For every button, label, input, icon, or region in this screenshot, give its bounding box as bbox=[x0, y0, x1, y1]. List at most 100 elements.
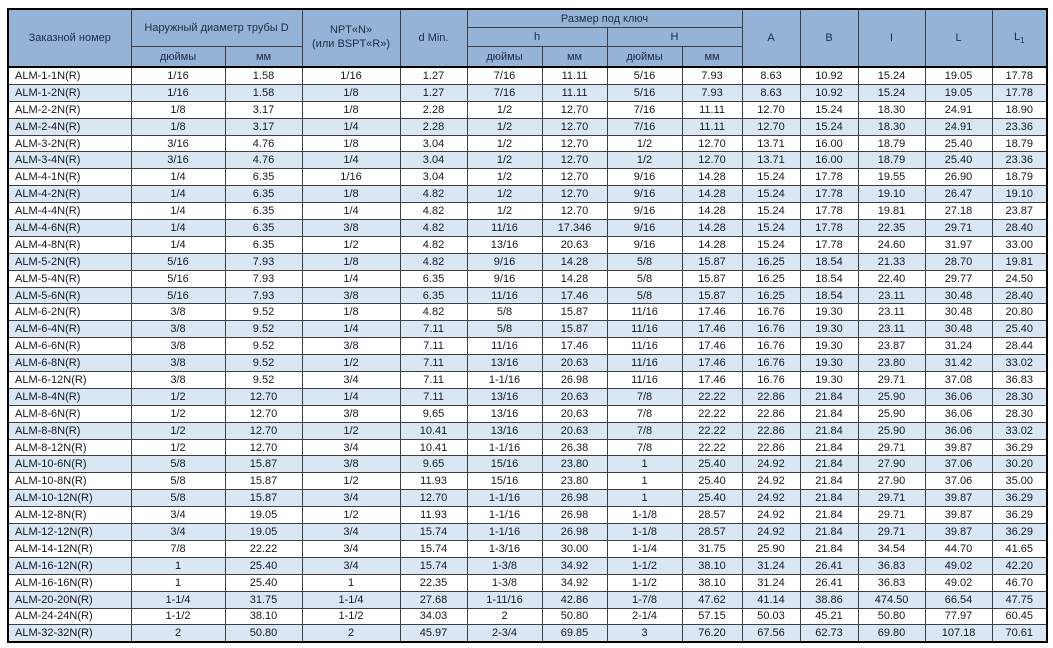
npt-cell: 1 bbox=[301, 573, 401, 592]
i-cell: 474.50 bbox=[857, 590, 926, 609]
col-header-wrench-size: Размер под ключ bbox=[466, 8, 743, 28]
table-body: ALM-1-1N(R) 1/16 1.58 1/16 1.27 7/16 11.11 5/16… bbox=[7, 66, 1048, 643]
H-inches-cell: 1-1/2 bbox=[606, 573, 683, 592]
table-row: ALM-20-20N(R) 1-1/4 31.75 1-1/4 27.68 1-11/16… bbox=[7, 590, 1048, 609]
l1-cell: 41.65 bbox=[991, 539, 1048, 558]
table-row: ALM-32-32N(R) 2 50.80 2 45.97 2-3/4 69.85 3 76.2… bbox=[7, 624, 1048, 643]
h-mm-cell: 26.98 bbox=[541, 371, 608, 389]
d-inches-cell: 1/4 bbox=[130, 202, 226, 221]
a-cell: 31.24 bbox=[741, 573, 801, 592]
l1-cell: 23.87 bbox=[991, 202, 1048, 221]
l-cell: 107.18 bbox=[924, 624, 993, 643]
d-min-cell: 4.82 bbox=[399, 202, 468, 221]
a-cell: 24.92 bbox=[741, 506, 801, 525]
h-mm-cell: 12.70 bbox=[541, 168, 608, 187]
h-mm-cell: 26.38 bbox=[541, 438, 608, 457]
h-inches-cell: 1/2 bbox=[466, 134, 543, 153]
H-mm-cell: 38.10 bbox=[681, 556, 743, 575]
h-inches-cell: 1-3/8 bbox=[466, 556, 543, 575]
d-inches-cell: 3/8 bbox=[130, 320, 226, 339]
d-min-cell: 15.74 bbox=[399, 556, 468, 575]
i-cell: 29.71 bbox=[857, 489, 926, 508]
d-min-cell: 12.70 bbox=[399, 489, 468, 508]
order-number-cell: ALM-10-8N(R) bbox=[7, 472, 132, 491]
d-mm-cell: 3.17 bbox=[224, 100, 303, 119]
d-min-cell: 4.82 bbox=[399, 235, 468, 254]
h-mm-cell: 17.46 bbox=[541, 337, 608, 356]
a-cell: 15.24 bbox=[741, 168, 801, 187]
l-cell: 31.97 bbox=[924, 235, 993, 254]
l1-cell: 28.40 bbox=[991, 286, 1048, 305]
H-inches-cell: 7/8 bbox=[606, 438, 683, 457]
d-min-cell: 7.11 bbox=[399, 320, 468, 339]
h-mm-cell: 69.85 bbox=[541, 624, 608, 643]
d-inches-cell: 1/4 bbox=[130, 235, 226, 254]
h-inches-cell: 11/16 bbox=[466, 337, 543, 356]
i-cell: 15.24 bbox=[857, 66, 926, 85]
d-mm-cell: 4.76 bbox=[224, 151, 303, 170]
H-inches-cell: 1 bbox=[606, 455, 683, 474]
H-inches-cell: 11/16 bbox=[606, 303, 683, 322]
i-cell: 18.79 bbox=[857, 134, 926, 153]
H-mm-cell: 14.28 bbox=[681, 185, 743, 204]
l1-cell: 17.78 bbox=[991, 66, 1048, 85]
h-mm-cell: 42.86 bbox=[541, 590, 608, 609]
d-inches-cell: 1/2 bbox=[130, 404, 226, 423]
i-cell: 24.60 bbox=[857, 235, 926, 254]
h-mm-cell: 20.63 bbox=[541, 421, 608, 440]
l1-cell: 70.61 bbox=[991, 624, 1048, 643]
a-cell: 31.24 bbox=[741, 556, 801, 575]
d-mm-cell: 22.22 bbox=[224, 539, 303, 558]
H-inches-cell: 7/8 bbox=[606, 387, 683, 406]
d-mm-cell: 15.87 bbox=[224, 472, 303, 491]
table-row: ALM-1-1N(R) 1/16 1.58 1/16 1.27 7/16 11.11 5/16… bbox=[7, 66, 1048, 85]
d-inches-cell: 5/8 bbox=[130, 455, 226, 474]
H-mm-cell: 7.93 bbox=[681, 66, 743, 85]
order-number-cell: ALM-6-6N(R) bbox=[7, 337, 132, 356]
h-mm-cell: 11.11 bbox=[541, 83, 608, 102]
col-header-d-inches: дюймы bbox=[130, 46, 226, 68]
H-mm-cell: 17.46 bbox=[681, 354, 743, 373]
d-min-cell: 11.93 bbox=[399, 506, 468, 525]
order-number-cell: ALM-8-6N(R) bbox=[7, 404, 132, 423]
b-cell: 21.84 bbox=[799, 523, 859, 541]
order-number-cell: ALM-1-2N(R) bbox=[7, 83, 132, 102]
d-min-cell: 4.82 bbox=[399, 185, 468, 204]
d-inches-cell: 3/8 bbox=[130, 303, 226, 322]
order-number-cell: ALM-4-1N(R) bbox=[7, 168, 132, 187]
H-mm-cell: 11.11 bbox=[681, 100, 743, 119]
d-inches-cell: 1/4 bbox=[130, 168, 226, 187]
col-header-H-inches: дюймы bbox=[606, 46, 683, 68]
table-row: ALM-3-2N(R) 3/16 4.76 1/8 3.04 1/2 12.70 1/2 12.… bbox=[7, 134, 1048, 153]
col-header-d-min: d Min. bbox=[399, 8, 468, 68]
l1-cell: 36.29 bbox=[991, 523, 1048, 541]
l1-cell: 36.29 bbox=[991, 438, 1048, 457]
order-number-cell: ALM-2-2N(R) bbox=[7, 100, 132, 119]
col-header-H-mm: мм bbox=[681, 46, 743, 68]
d-inches-cell: 3/16 bbox=[130, 151, 226, 170]
d-mm-cell: 9.52 bbox=[224, 337, 303, 356]
i-cell: 19.55 bbox=[857, 168, 926, 187]
npt-cell: 2 bbox=[301, 624, 401, 643]
d-inches-cell: 1/2 bbox=[130, 421, 226, 440]
d-mm-cell: 15.87 bbox=[224, 489, 303, 508]
d-mm-cell: 9.52 bbox=[224, 303, 303, 322]
d-mm-cell: 7.93 bbox=[224, 286, 303, 305]
i-cell: 69.80 bbox=[857, 624, 926, 643]
a-cell: 13.71 bbox=[741, 151, 801, 170]
npt-cell: 1/4 bbox=[301, 320, 401, 339]
l-cell: 27.18 bbox=[924, 202, 993, 221]
order-number-cell: ALM-32-32N(R) bbox=[7, 624, 132, 643]
i-cell: 22.35 bbox=[857, 219, 926, 237]
l1-cell: 18.79 bbox=[991, 168, 1048, 187]
col-header-i: I bbox=[857, 8, 926, 68]
table-row: ALM-2-4N(R) 1/8 3.17 1/4 2.28 1/2 12.70 7/16 11.… bbox=[7, 117, 1048, 136]
d-inches-cell: 5/8 bbox=[130, 489, 226, 508]
h-inches-cell: 1-1/16 bbox=[466, 489, 543, 508]
h-inches-cell: 1-1/16 bbox=[466, 523, 543, 541]
l-cell: 19.05 bbox=[924, 83, 993, 102]
H-mm-cell: 57.15 bbox=[681, 607, 743, 626]
npt-cell: 1/2 bbox=[301, 354, 401, 373]
npt-cell: 1/8 bbox=[301, 134, 401, 153]
i-cell: 27.90 bbox=[857, 455, 926, 474]
